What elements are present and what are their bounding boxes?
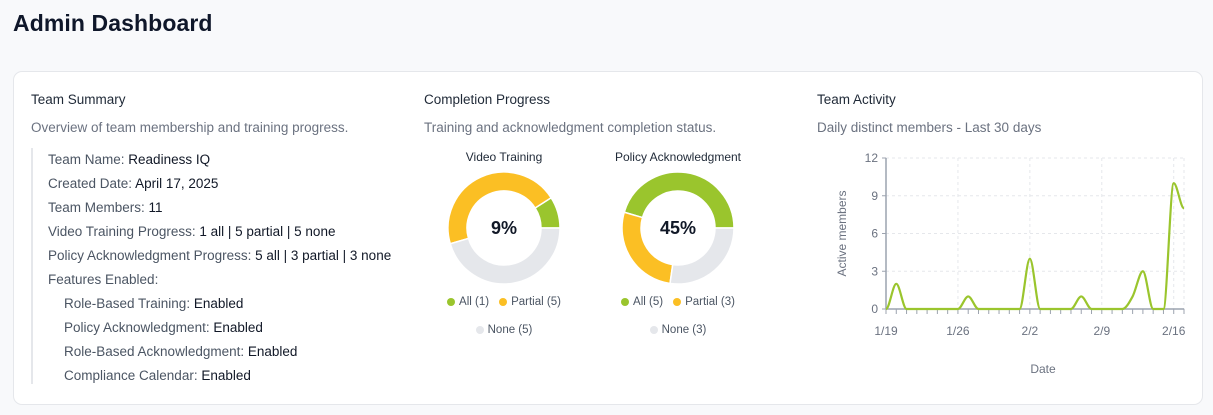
x-axis-label: Date — [1030, 362, 1056, 376]
feature-status: Enabled — [193, 296, 244, 311]
row-label: Policy Acknowledgment Progress: — [48, 248, 252, 263]
feature-row-policy-acknowledgment: Policy Acknowledgment: Enabled — [48, 316, 411, 340]
feature-row-role-based-acknowledgment: Role-Based Acknowledgment: Enabled — [48, 340, 411, 364]
legend-label: None (3) — [661, 324, 707, 336]
donut-segment-all[interactable] — [623, 171, 735, 229]
legend-label: All (5) — [633, 296, 664, 308]
legend-item-all[interactable]: All (1) — [447, 295, 489, 309]
video-training-progress-row: Video Training Progress: 1 all | 5 parti… — [48, 220, 411, 244]
feature-label: Compliance Calendar: — [64, 368, 198, 383]
video-training-donut: Video Training 9% All (1) Partial (5) No… — [424, 148, 584, 337]
policy-acknowledgment-donut: Policy Acknowledgment 45% All (5) Partia… — [598, 148, 758, 337]
legend-dot-all-icon — [621, 298, 630, 306]
row-label: Video Training Progress: — [48, 224, 196, 239]
legend-dot-none-icon — [475, 326, 484, 334]
x-tick-label: 2/16 — [1162, 324, 1186, 338]
donut-chart: 9% — [447, 171, 561, 285]
legend-item-none[interactable]: None (3) — [649, 323, 707, 337]
donut-legend: All (5) Partial (3) None (3) — [598, 295, 758, 337]
video-training-progress-value: 1 all | 5 partial | 5 none — [199, 224, 336, 239]
x-tick-label: 1/19 — [874, 324, 898, 338]
legend-dot-partial-icon — [499, 298, 508, 306]
legend-label: All (1) — [459, 296, 490, 308]
feature-row-compliance-calendar: Compliance Calendar: Enabled — [48, 364, 411, 388]
team-summary-list: Team Name: Readiness IQ Created Date: Ap… — [31, 148, 411, 384]
legend-item-partial[interactable]: Partial (3) — [673, 295, 735, 309]
y-tick-label: 6 — [871, 227, 878, 241]
legend-item-none[interactable]: None (5) — [475, 323, 533, 337]
completion-title: Completion Progress — [424, 92, 551, 107]
y-tick-label: 12 — [865, 151, 879, 165]
completion-subtitle: Training and acknowledgment completion s… — [424, 120, 717, 135]
donut-center-percent: 9% — [490, 218, 517, 238]
policy-ack-progress-value: 5 all | 3 partial | 3 none — [255, 248, 392, 263]
activity-line-chart: 0 3 6 9 12 1/19 1/26 2/2 2/9 2/16 Active members Da… — [835, 151, 1186, 376]
features-enabled-heading: Features Enabled: — [48, 268, 411, 292]
x-tick-label: 2/2 — [1022, 324, 1039, 338]
feature-row-role-based-training: Role-Based Training: Enabled — [48, 292, 411, 316]
completion-progress-section: Completion Progress Training and acknowl… — [407, 72, 797, 406]
page-title: Admin Dashboard — [13, 10, 213, 36]
activity-title: Team Activity — [817, 92, 896, 107]
legend-item-all[interactable]: All (5) — [621, 295, 663, 309]
donut-legend: All (1) Partial (5) None (5) — [424, 295, 584, 337]
team-summary-section: Team Summary Overview of team membership… — [14, 72, 404, 406]
team-summary-title: Team Summary — [31, 92, 126, 107]
feature-label: Policy Acknowledgment: — [64, 320, 210, 335]
activity-subtitle: Daily distinct members - Last 30 days — [817, 120, 1042, 135]
legend-dot-all-icon — [447, 298, 456, 306]
legend-item-partial[interactable]: Partial (5) — [499, 295, 561, 309]
donut-title: Video Training — [465, 150, 543, 164]
y-tick-label: 0 — [871, 302, 878, 316]
feature-status: Enabled — [201, 368, 251, 383]
donut-chart: 45% — [621, 171, 735, 285]
y-tick-label: 9 — [871, 189, 878, 203]
features-label: Features Enabled: — [48, 272, 159, 287]
feature-label: Role-Based Training: — [64, 296, 191, 311]
x-tick-label: 2/9 — [1093, 324, 1110, 338]
donut-segment-partial[interactable] — [447, 171, 553, 245]
donut-segment-none[interactable] — [449, 227, 561, 285]
created-date-value: April 17, 2025 — [135, 176, 219, 191]
legend-label: Partial (3) — [685, 296, 735, 308]
feature-status: Enabled — [213, 320, 263, 335]
legend-label: None (5) — [487, 324, 533, 336]
team-members-value: 11 — [148, 200, 163, 215]
donut-segment-none[interactable] — [669, 227, 735, 285]
team-activity-section: Team Activity Daily distinct members - L… — [800, 72, 1200, 406]
team-members-row: Team Members: 11 — [48, 196, 411, 220]
activity-line — [884, 182, 1186, 311]
team-name-value: Readiness IQ — [128, 152, 211, 167]
row-label: Team Members: — [48, 200, 145, 215]
created-date-row: Created Date: April 17, 2025 — [48, 172, 411, 196]
y-tick-label: 3 — [871, 264, 878, 278]
x-tick-label: 1/26 — [946, 324, 970, 338]
dashboard-card: Team Summary Overview of team membership… — [13, 71, 1203, 405]
legend-label: Partial (5) — [511, 296, 561, 308]
feature-status: Enabled — [247, 344, 298, 359]
team-summary-subtitle: Overview of team membership and training… — [31, 120, 349, 135]
y-axis-label: Active members — [835, 190, 849, 276]
legend-dot-partial-icon — [673, 298, 682, 306]
row-label: Team Name: — [48, 152, 125, 167]
donut-center-percent: 45% — [659, 218, 697, 238]
legend-dot-none-icon — [649, 326, 658, 334]
feature-label: Role-Based Acknowledgment: — [64, 344, 245, 359]
donut-title: Policy Acknowledgment — [614, 150, 742, 164]
row-label: Created Date: — [48, 176, 133, 191]
policy-ack-progress-row: Policy Acknowledgment Progress: 5 all | … — [48, 244, 411, 268]
team-name-row: Team Name: Readiness IQ — [48, 148, 411, 172]
